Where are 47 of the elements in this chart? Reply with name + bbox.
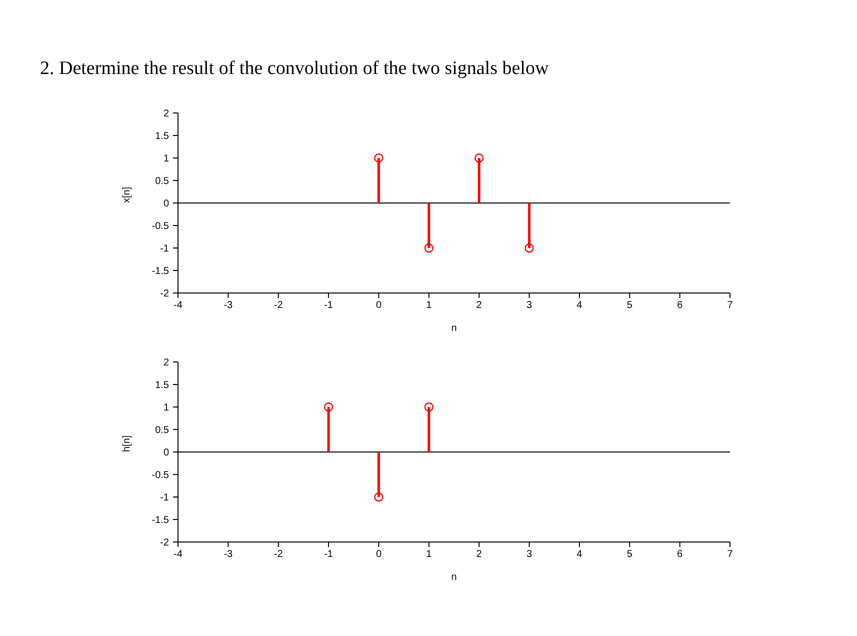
- y-tick-label: -2: [160, 538, 170, 549]
- x-axis-title: n: [451, 323, 457, 334]
- x-tick-label: 4: [576, 300, 583, 312]
- y-axis-title: h[n]: [122, 435, 133, 452]
- y-tick-label: -1: [160, 244, 170, 255]
- x-tick-label: 2: [476, 549, 482, 560]
- y-tick-label: -2: [160, 288, 170, 300]
- x-tick-label: 1: [426, 300, 432, 312]
- x-tick-label: -3: [224, 300, 234, 312]
- x-tick-label: -3: [224, 549, 234, 560]
- x-tick-label: 7: [727, 549, 734, 560]
- y-tick-label: -1: [160, 492, 170, 504]
- y-tick-label: -1.5: [152, 266, 170, 278]
- x-tick-label: -1: [324, 549, 334, 560]
- x-axis-title: n: [451, 572, 457, 583]
- y-tick-label: 0.5: [155, 176, 170, 188]
- x-tick-label: -2: [274, 300, 284, 312]
- y-tick-label: 0: [163, 448, 170, 459]
- y-tick-label: 2: [163, 108, 170, 120]
- x-tick-label: 6: [677, 300, 684, 312]
- x-tick-label: 1: [426, 549, 432, 560]
- x-tick-label: 5: [626, 549, 633, 560]
- y-tick-label: 0.5: [155, 425, 170, 436]
- chart-title: 2. Determine the result of the convolution of the two signals below: [40, 58, 549, 80]
- x-tick-label: 4: [576, 549, 583, 560]
- y-tick-label: 1: [163, 402, 170, 414]
- y-axis-title: x[n]: [122, 186, 133, 203]
- y-tick-label: 1.5: [155, 380, 170, 392]
- y-tick-label: 0: [163, 198, 170, 210]
- y-tick-label: 1.5: [155, 131, 170, 142]
- x-tick-label: -4: [174, 300, 183, 312]
- x-tick-label: 3: [526, 549, 532, 560]
- x-tick-label: 3: [526, 300, 532, 312]
- y-tick-label: -1.5: [152, 515, 170, 526]
- y-tick-label: 2: [163, 358, 170, 369]
- y-tick-label: 1: [163, 154, 170, 165]
- x-tick-label: 6: [677, 549, 684, 560]
- x-tick-label: 7: [727, 300, 734, 312]
- x-tick-label: -4: [174, 549, 183, 560]
- x-tick-label: 0: [376, 300, 382, 312]
- x-tick-label: -1: [324, 300, 334, 312]
- x-tick-label: 5: [626, 300, 633, 312]
- x-tick-label: 0: [376, 549, 382, 560]
- x-tick-label: -2: [274, 549, 284, 560]
- y-tick-label: -0.5: [152, 221, 170, 232]
- x-tick-label: 2: [476, 300, 482, 312]
- y-tick-label: -0.5: [152, 470, 170, 482]
